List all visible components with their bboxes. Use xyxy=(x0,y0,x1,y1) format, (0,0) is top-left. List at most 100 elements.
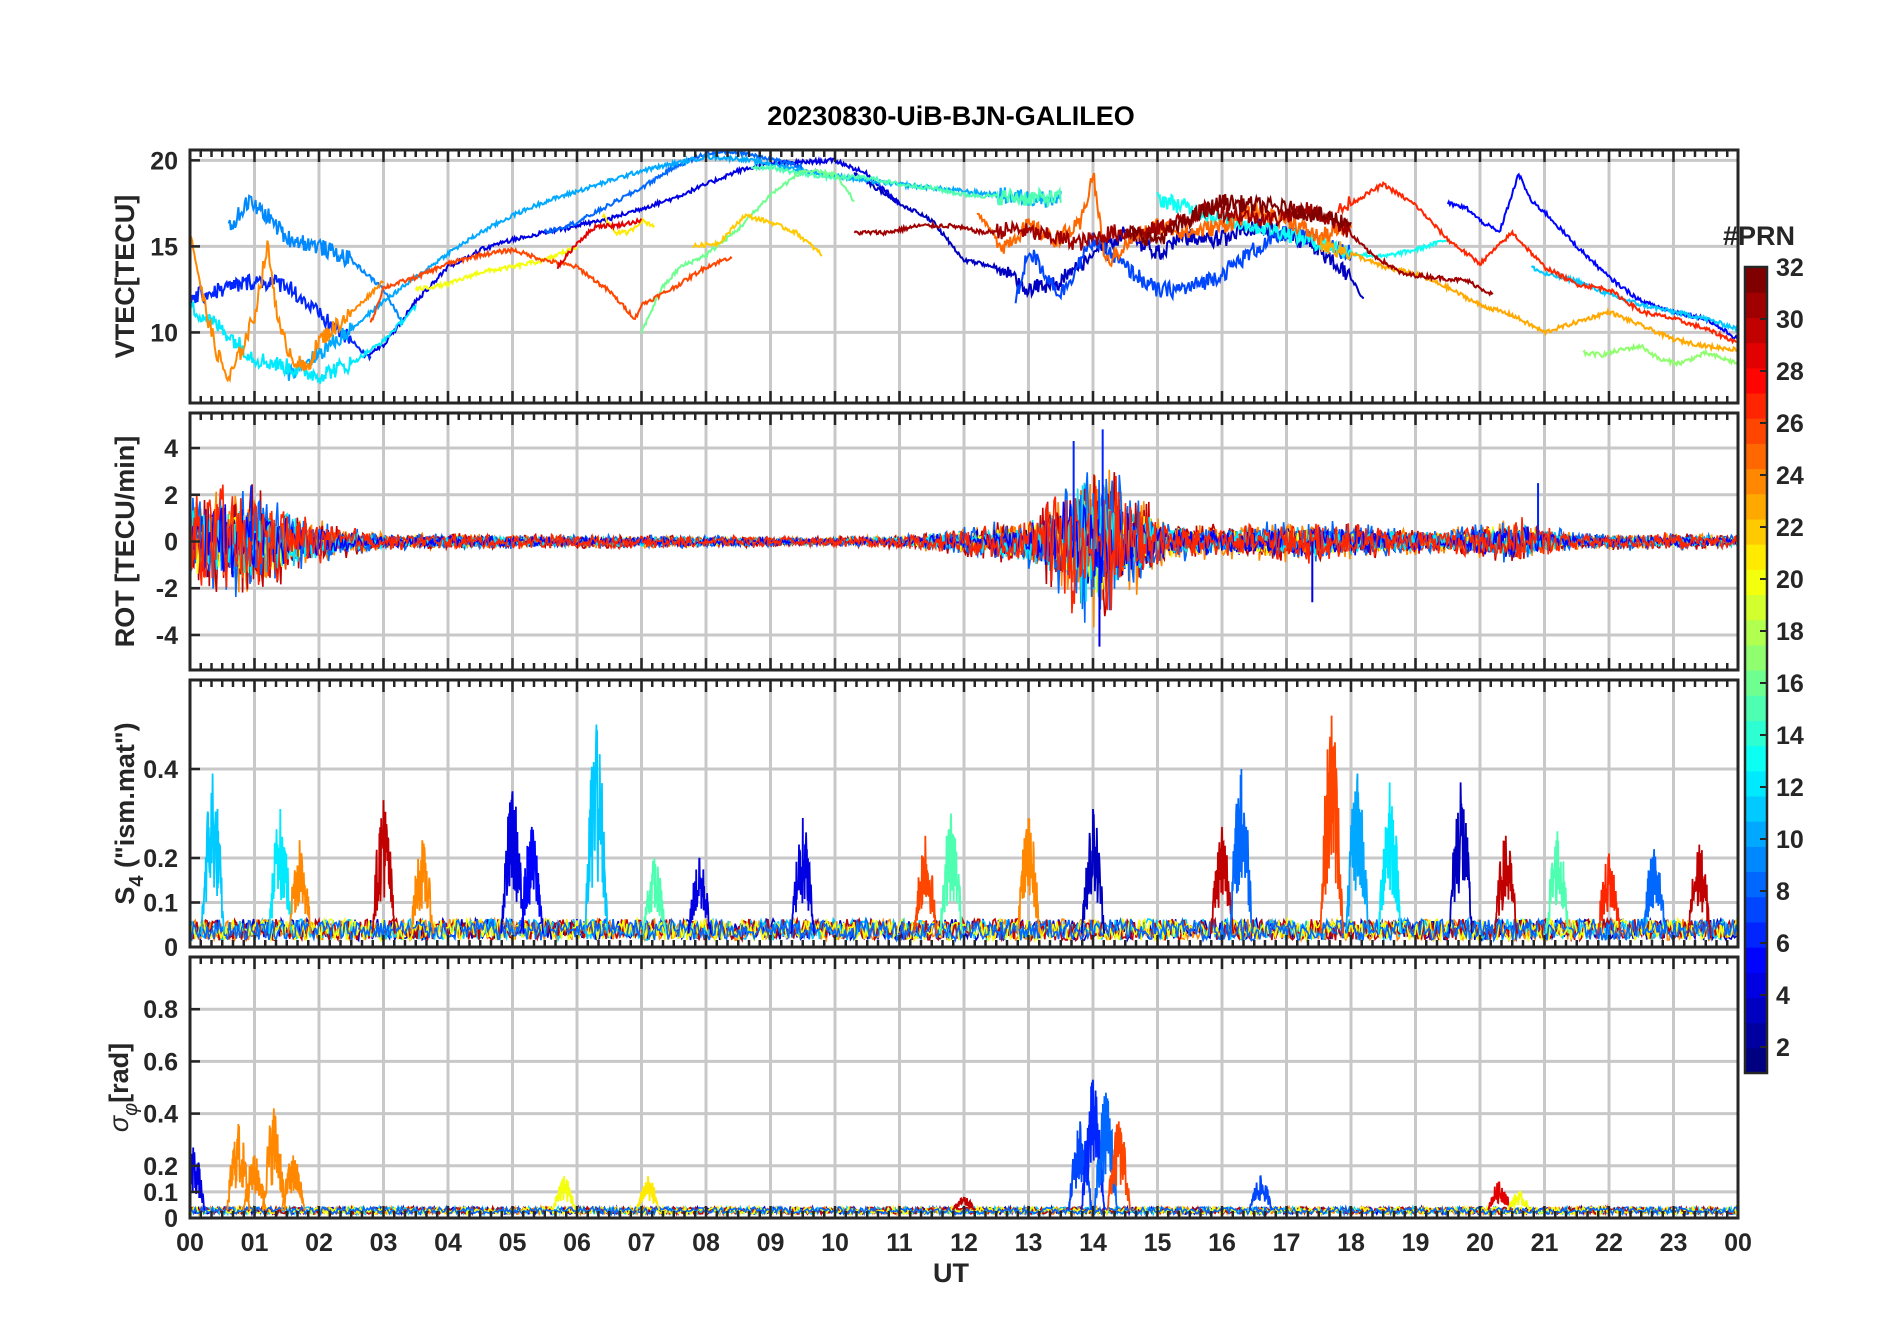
y-tick-label: 0.4 xyxy=(143,756,178,784)
vtec-series-prn-22 xyxy=(692,212,823,257)
colorbar-swatch xyxy=(1745,493,1767,520)
colorbar-swatch xyxy=(1745,1022,1767,1049)
y-tick-label: 0 xyxy=(164,529,178,557)
y-axis-label: VTEC[TECU] xyxy=(110,195,140,359)
x-tick-label: 03 xyxy=(370,1229,398,1257)
x-tick-label: 21 xyxy=(1531,1229,1559,1257)
colorbar-swatch xyxy=(1745,392,1767,419)
colorbar-tick-label: 26 xyxy=(1776,410,1804,438)
colorbar-swatch xyxy=(1745,972,1767,999)
colorbar-swatch xyxy=(1745,896,1767,923)
colorbar-swatch xyxy=(1745,518,1767,545)
y-tick-label: -2 xyxy=(156,575,178,603)
vtec-series-prn-32 xyxy=(1124,193,1352,246)
burst-prn-20 xyxy=(1506,1189,1531,1211)
x-tick-label: 00 xyxy=(176,1229,204,1257)
burst-prn-12 xyxy=(268,808,293,934)
y-tick-label: 0.4 xyxy=(143,1101,178,1129)
y-label-sub: 4 xyxy=(126,875,148,887)
burst-prn-21 xyxy=(635,1176,661,1211)
burst-prn-15 xyxy=(1545,831,1570,934)
burst-prn-3 xyxy=(1448,782,1473,934)
burst-prn-24 xyxy=(410,840,435,934)
x-tick-label: 00 xyxy=(1724,1229,1752,1257)
colorbar-swatch xyxy=(1745,846,1767,873)
x-tick-label: 10 xyxy=(821,1229,849,1257)
colorbar-title: #PRN xyxy=(1723,221,1795,251)
y-axis-label: S4 ("ism.mat") xyxy=(110,722,148,904)
x-tick-label: 07 xyxy=(628,1229,656,1257)
y-tick-label: 10 xyxy=(150,319,178,347)
sigma-phi-panel: 00.10.20.40.60.8σφ[rad]00 01 02 03 04 05 06 07 0… xyxy=(104,955,1752,1257)
vtec-series-prn-8 xyxy=(543,150,804,235)
x-tick-label: 04 xyxy=(434,1229,462,1257)
colorbar-swatch xyxy=(1745,544,1767,570)
colorbar-swatch xyxy=(1745,921,1767,948)
x-tick-label: 19 xyxy=(1402,1229,1430,1257)
y-tick-label: 0 xyxy=(164,1205,178,1233)
burst-prn-24 xyxy=(1016,817,1041,934)
vtec-series-prn-17 xyxy=(1582,342,1738,368)
vtec-series-prn-6 xyxy=(190,273,372,362)
colorbar-tick-label: 18 xyxy=(1776,618,1804,646)
y-label-s: S xyxy=(110,887,140,905)
colorbar-frame xyxy=(1743,265,1769,1075)
burst-prn-30 xyxy=(951,1196,977,1211)
colorbar-swatch xyxy=(1745,569,1767,596)
burst-prn-24 xyxy=(281,1155,306,1211)
y-axis-label: ROT [TECU/min] xyxy=(110,436,140,647)
x-tick-label: 15 xyxy=(1144,1229,1172,1257)
x-tick-label: 20 xyxy=(1466,1229,1494,1257)
colorbar-swatch xyxy=(1745,644,1767,671)
colorbar-tick-label: 12 xyxy=(1776,774,1804,802)
colorbar-swatch xyxy=(1745,267,1767,293)
colorbar-tick-label: 6 xyxy=(1776,930,1790,958)
colorbar-swatch xyxy=(1745,821,1767,847)
y-label-rest: [rad] xyxy=(104,1043,134,1103)
colorbar-swatch xyxy=(1745,745,1767,772)
burst-prn-8 xyxy=(1093,1092,1119,1211)
burst-prn-15 xyxy=(938,813,964,934)
y-tick-label: 0.8 xyxy=(143,996,178,1024)
y-label-sub: φ xyxy=(120,1103,142,1116)
vtec-series-prn-13 xyxy=(1156,191,1449,260)
burst-prn-4 xyxy=(190,1147,206,1211)
burst-prn-30 xyxy=(1209,826,1235,934)
y-tick-label: 0.1 xyxy=(143,890,178,918)
colorbar-tick-label: 20 xyxy=(1776,566,1804,594)
x-axis-label: UT xyxy=(933,1258,969,1288)
y-label-sigma: σ xyxy=(104,1114,134,1132)
burst-prn-8 xyxy=(1642,849,1667,934)
colorbar-swatch xyxy=(1745,947,1767,973)
s4-panel: 00.10.20.4S4 ("ism.mat") xyxy=(110,678,1740,962)
burst-prn-29 xyxy=(1487,1181,1512,1211)
colorbar-swatch xyxy=(1745,619,1767,646)
x-tick-label: 22 xyxy=(1595,1229,1623,1257)
vtec-series-prn-29 xyxy=(556,217,643,270)
burst-prn-3 xyxy=(1080,808,1106,934)
x-tick-label: 18 xyxy=(1337,1229,1365,1257)
x-tick-label: 17 xyxy=(1273,1229,1301,1257)
colorbar-tick-label: 22 xyxy=(1776,514,1804,542)
burst-prn-15 xyxy=(642,857,667,934)
x-tick-label: 06 xyxy=(563,1229,591,1257)
colorbar-swatch xyxy=(1745,720,1767,747)
vtec-series-prn-27 xyxy=(1337,180,1738,345)
colorbar-swatch xyxy=(1745,1047,1767,1074)
burst-prn-30 xyxy=(1687,844,1712,934)
y-axis-label: σφ[rad] xyxy=(104,1043,142,1132)
burst-prn-27 xyxy=(1596,853,1622,934)
y-tick-label: 0.1 xyxy=(143,1179,178,1207)
colorbar-swatch xyxy=(1745,997,1767,1024)
x-tick-label: 12 xyxy=(950,1229,978,1257)
x-tick-label: 05 xyxy=(499,1229,527,1257)
x-tick-label: 11 xyxy=(886,1229,913,1257)
series-group xyxy=(190,429,1738,647)
y-tick-label: 2 xyxy=(164,482,178,510)
burst-prn-24 xyxy=(261,1108,286,1211)
colorbar-swatch xyxy=(1745,418,1767,444)
colorbar-tick-label: 10 xyxy=(1776,826,1804,854)
x-tick-label: 02 xyxy=(305,1229,333,1257)
colorbar-tick-label: 16 xyxy=(1776,670,1804,698)
